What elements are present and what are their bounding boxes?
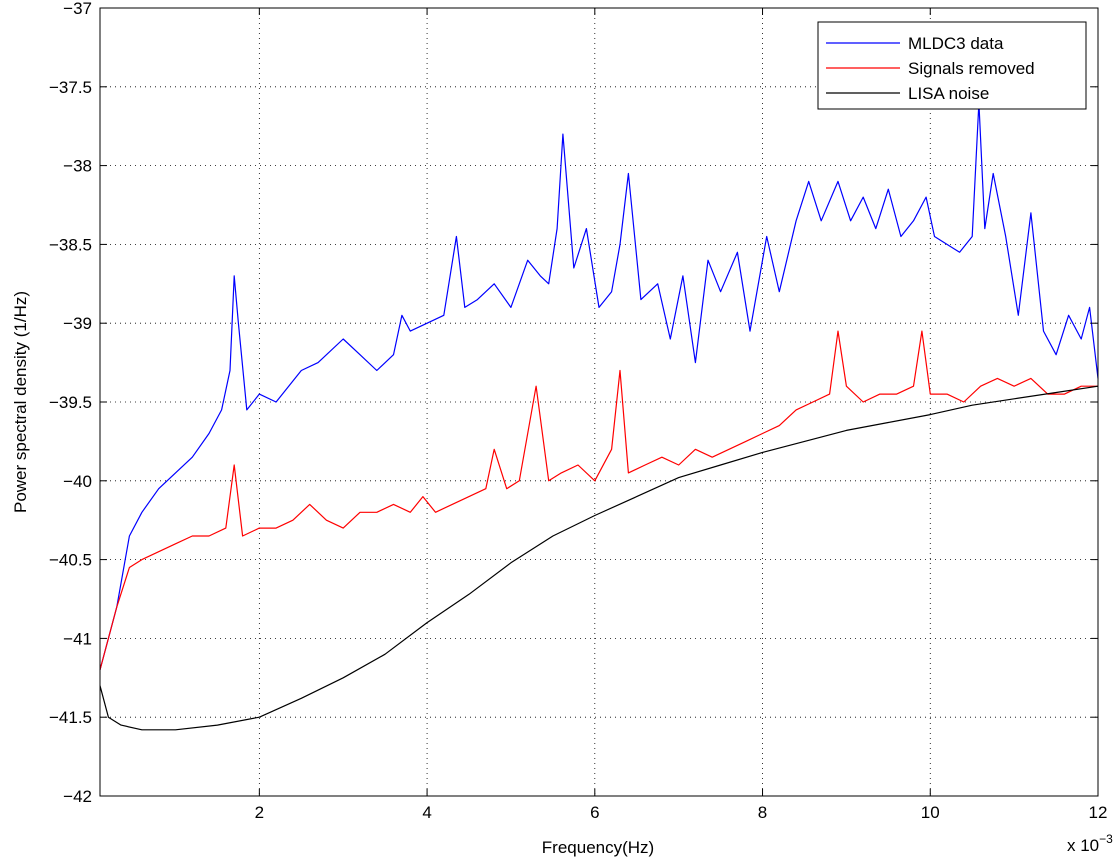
y-tick-label: −41.5: [49, 708, 92, 727]
legend-label: MLDC3 data: [908, 34, 1004, 53]
legend-box: [817, 21, 1087, 110]
y-tick-label: −42: [63, 787, 92, 806]
x-tick-label: 8: [758, 803, 767, 822]
plot-background: [100, 8, 1098, 796]
x-axis-multiplier: x 10−3: [1067, 832, 1113, 855]
y-tick-label: −41: [63, 629, 92, 648]
series-layer: [99, 101, 1099, 731]
y-tick-label: −40: [63, 472, 92, 491]
legend-label: LISA noise: [908, 84, 989, 103]
x-tick-label: 12: [1089, 803, 1108, 822]
x-tick-label: 2: [255, 803, 264, 822]
y-tick-label: −38: [63, 157, 92, 176]
y-tick-label: −37.5: [49, 78, 92, 97]
series-line-mldc3-data: [99, 101, 1099, 671]
y-tick-label: −38.5: [49, 235, 92, 254]
legend: MLDC3 data Signals removed LISA noise: [817, 21, 1087, 110]
series-line-signals-removed: [99, 330, 1098, 671]
x-tick-label: 6: [590, 803, 599, 822]
y-tick-label: −39.5: [49, 393, 92, 412]
y-axis-label: Power spectral density (1/Hz): [11, 291, 30, 513]
x-tick-label: 10: [921, 803, 940, 822]
series-line-lisa-noise: [99, 385, 1099, 731]
x-axis-label: Frequency(Hz): [542, 838, 654, 857]
x-axis-multiplier-base: x 10: [1067, 836, 1099, 855]
x-tick-label: 4: [422, 803, 431, 822]
y-tick-label: −40.5: [49, 551, 92, 570]
legend-label: Signals removed: [908, 59, 1035, 78]
x-axis-multiplier-exponent: −3: [1099, 832, 1113, 846]
y-tick-label: −39: [63, 314, 92, 333]
axis-ticks: 2 4 6 8 10 12 −42 −41.5 −41 −40.5 −40 −39.5 −39 −38.5…: [49, 0, 1107, 822]
y-tick-label: −37: [63, 0, 92, 18]
